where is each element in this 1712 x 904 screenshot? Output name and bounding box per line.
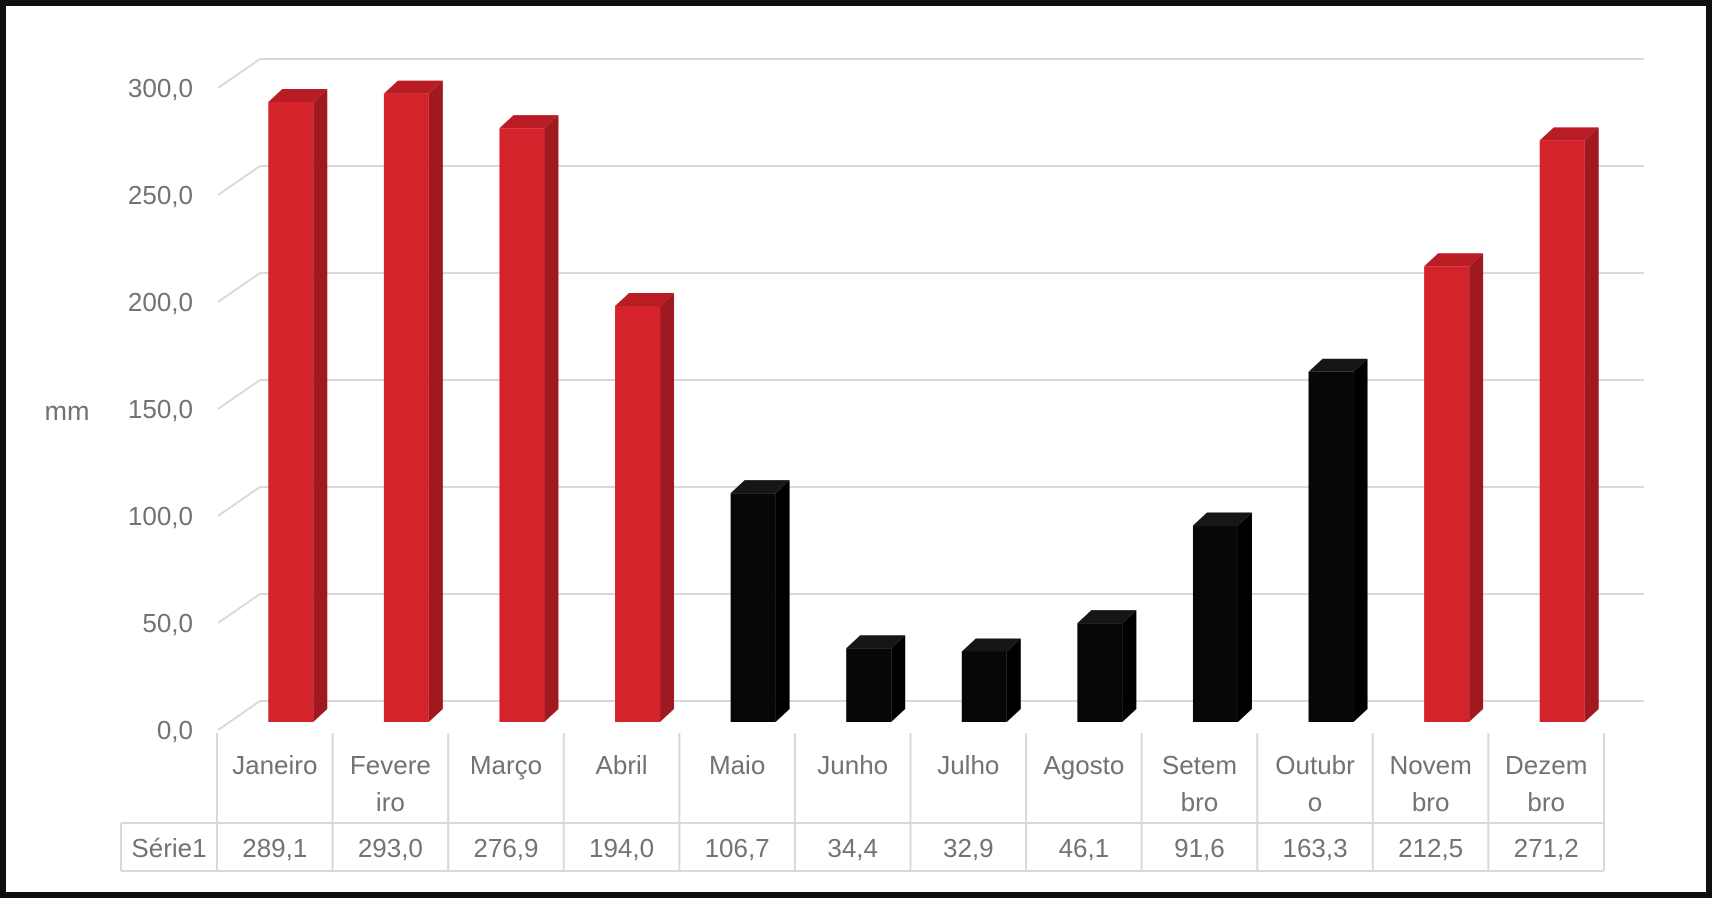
bar-top-face: [383, 80, 443, 94]
bar-front-face: [1539, 140, 1585, 722]
y-tick-label: 100,0: [128, 501, 193, 531]
month-header-cell: bro: [1412, 787, 1450, 817]
bar-front-face: [961, 651, 1007, 722]
bar-top-face: [499, 115, 559, 129]
bar-side-face: [660, 292, 675, 722]
bar-side-face: [1006, 638, 1021, 722]
bars-layer: [268, 80, 1599, 723]
bar-side-face: [1237, 512, 1252, 722]
bar-novembro: [1424, 253, 1484, 723]
bar-julho: [961, 638, 1021, 722]
y-axis-unit-label: mm: [45, 396, 90, 426]
bar-front-face: [499, 128, 545, 723]
y-tick-label: 250,0: [128, 180, 193, 210]
data-table-layer: Janeiro 289,1 Fevere iro 293,0 Março 276,9 Abri…: [120, 733, 1605, 872]
bar-side-face: [313, 89, 328, 722]
month-header-cell: Julho: [937, 750, 999, 780]
month-header-cell: o: [1308, 787, 1322, 817]
month-header-cell: Maio: [709, 750, 765, 780]
bar-top-face: [1539, 127, 1599, 141]
bar-top-face: [268, 89, 328, 102]
bar-top-face: [1308, 358, 1368, 372]
tick-diagonal-connector: [217, 379, 261, 410]
bar-abril: [615, 292, 675, 722]
tick-diagonal-connector: [217, 272, 261, 303]
gridlines-layer: [217, 58, 1644, 731]
bar-side-face: [775, 480, 790, 722]
tick-diagonal-connector: [217, 593, 261, 624]
month-header-cell: iro: [376, 787, 405, 817]
bar-front-face: [268, 102, 314, 722]
month-header-cell: Agosto: [1043, 750, 1124, 780]
bar-top-face: [961, 638, 1021, 652]
tick-diagonal-connector: [217, 58, 261, 89]
bar-maio: [730, 480, 790, 722]
bar-front-face: [383, 93, 429, 722]
value-cell: 271,2: [1514, 833, 1579, 863]
bar-top-face: [846, 635, 906, 649]
bar-top-face: [1424, 253, 1484, 267]
bar-side-face: [1122, 610, 1137, 722]
value-cell: 194,0: [589, 833, 654, 863]
month-header-cell: Setem: [1162, 750, 1237, 780]
bar-setembro: [1192, 512, 1252, 722]
value-cell: 46,1: [1059, 833, 1110, 863]
tick-diagonal-connector: [217, 486, 261, 517]
y-tick-label: 0,0: [157, 715, 193, 745]
month-header-cell: Abril: [596, 750, 648, 780]
value-cell: 293,0: [358, 833, 423, 863]
value-cell: 289,1: [242, 833, 307, 863]
month-header-cell: Dezem: [1505, 750, 1587, 780]
y-tick-label: 50,0: [142, 608, 193, 638]
y-tick-label: 150,0: [128, 394, 193, 424]
bar-side-face: [544, 115, 559, 723]
bar-janeiro: [268, 89, 328, 722]
bar-agosto: [1077, 610, 1137, 722]
bar-front-face: [1308, 371, 1354, 722]
value-cell: 212,5: [1398, 833, 1463, 863]
tick-diagonal-connector: [217, 165, 261, 196]
y-tick-label: 300,0: [128, 73, 193, 103]
value-cell: 163,3: [1283, 833, 1348, 863]
bar-side-face: [1353, 358, 1368, 722]
bar-top-face: [1192, 512, 1252, 526]
month-header-cell: Janeiro: [232, 750, 317, 780]
bar-março: [499, 115, 559, 723]
month-header-cell: Outubr: [1275, 750, 1355, 780]
month-header-cell: bro: [1181, 787, 1219, 817]
bar-side-face: [428, 80, 443, 722]
value-cell: 34,4: [827, 833, 878, 863]
bar-side-face: [1469, 253, 1484, 723]
y-tick-label: 200,0: [128, 287, 193, 317]
bar-side-face: [1584, 127, 1599, 722]
bar-front-face: [615, 305, 661, 722]
bar-front-face: [1424, 266, 1470, 722]
axis-labels-layer: mm Série1 0,0 50,0 100,0 150,0 200,0 250,0 300…: [45, 73, 207, 863]
bar-front-face: [730, 493, 776, 722]
month-header-cell: bro: [1527, 787, 1565, 817]
tick-diagonal-connector: [217, 700, 261, 731]
month-header-cell: Novem: [1389, 750, 1471, 780]
bar-fevereiro: [383, 80, 443, 722]
month-header-cell: Fevere: [350, 750, 431, 780]
bar-outubro: [1308, 358, 1368, 722]
month-header-cell: Junho: [817, 750, 888, 780]
value-cell: 32,9: [943, 833, 994, 863]
bar-dezembro: [1539, 127, 1599, 722]
bar-top-face: [730, 480, 790, 494]
bar-side-face: [891, 635, 906, 722]
bar-junho: [846, 635, 906, 722]
bar-front-face: [1192, 525, 1238, 722]
value-cell: 106,7: [705, 833, 770, 863]
bar-top-face: [615, 292, 675, 306]
month-header-cell: Março: [470, 750, 542, 780]
value-cell: 91,6: [1174, 833, 1225, 863]
bar-front-face: [1077, 623, 1123, 722]
bar-top-face: [1077, 610, 1137, 624]
precipitation-3d-bar-chart: Janeiro 289,1 Fevere iro 293,0 Março 276,9 Abri…: [45, 58, 1644, 872]
bar-front-face: [846, 648, 892, 722]
series-name-cell: Série1: [131, 833, 206, 863]
value-cell: 276,9: [473, 833, 538, 863]
